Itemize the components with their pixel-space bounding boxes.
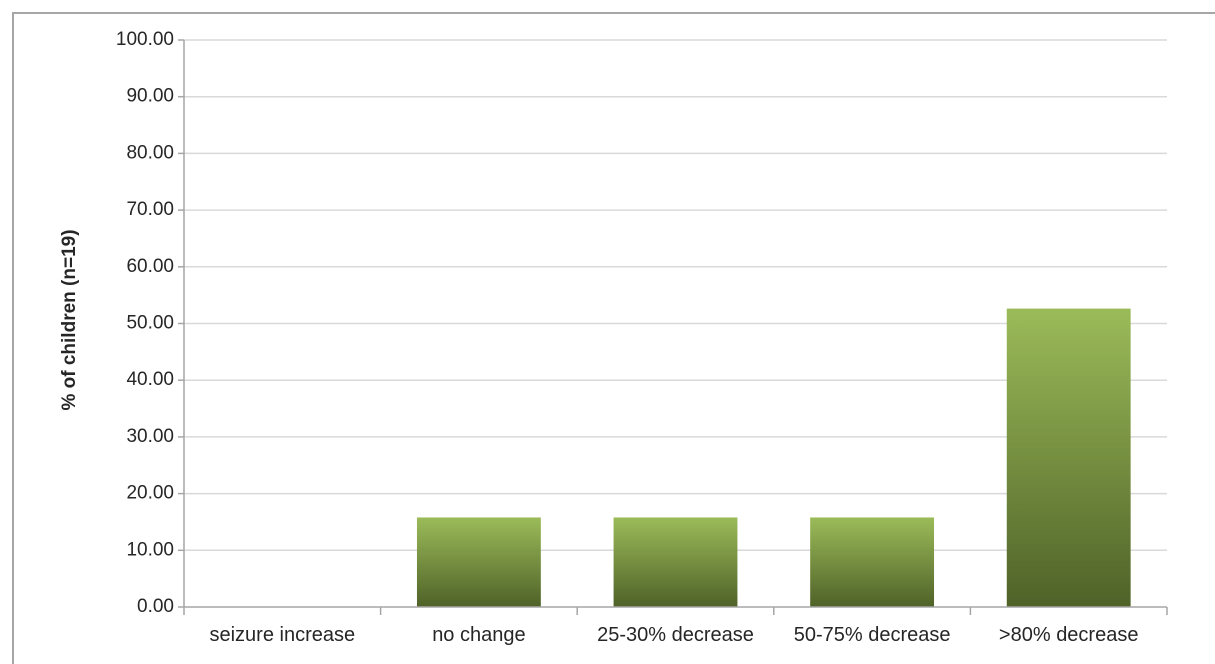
x-category-label: 25-30% decrease [597,624,754,646]
y-tick-label: 80.00 [126,142,174,163]
y-tick-label: 30.00 [126,426,174,447]
x-category-labels: seizure increase no change 25-30% decrease… [209,624,1138,646]
y-tick-label: 40.00 [126,369,174,390]
x-category-label: seizure increase [209,624,355,646]
y-tick-label: 50.00 [126,313,174,334]
y-tick-label: 0.00 [137,596,174,617]
y-tick-labels: 0.00 10.00 20.00 30.00 40.00 50.00 60.00 70.00 8… [116,29,174,617]
axes [178,39,1168,615]
y-tick-label: 90.00 [126,86,174,107]
bar [810,517,935,607]
y-tick-label: 100.00 [116,29,174,50]
bar [613,517,738,607]
bar [1006,308,1131,607]
y-tick-label: 60.00 [126,256,174,277]
y-tick-label: 10.00 [126,539,174,560]
bars [416,308,1131,607]
y-axis-title: % of children (n=19) [59,229,80,410]
x-category-label: >80% decrease [999,624,1139,646]
bar [416,517,541,607]
gridlines [184,39,1167,552]
y-tick-label: 70.00 [126,199,174,220]
y-tick-label: 20.00 [126,483,174,504]
x-category-label: no change [432,624,525,646]
x-category-label: 50-75% decrease [794,624,951,646]
